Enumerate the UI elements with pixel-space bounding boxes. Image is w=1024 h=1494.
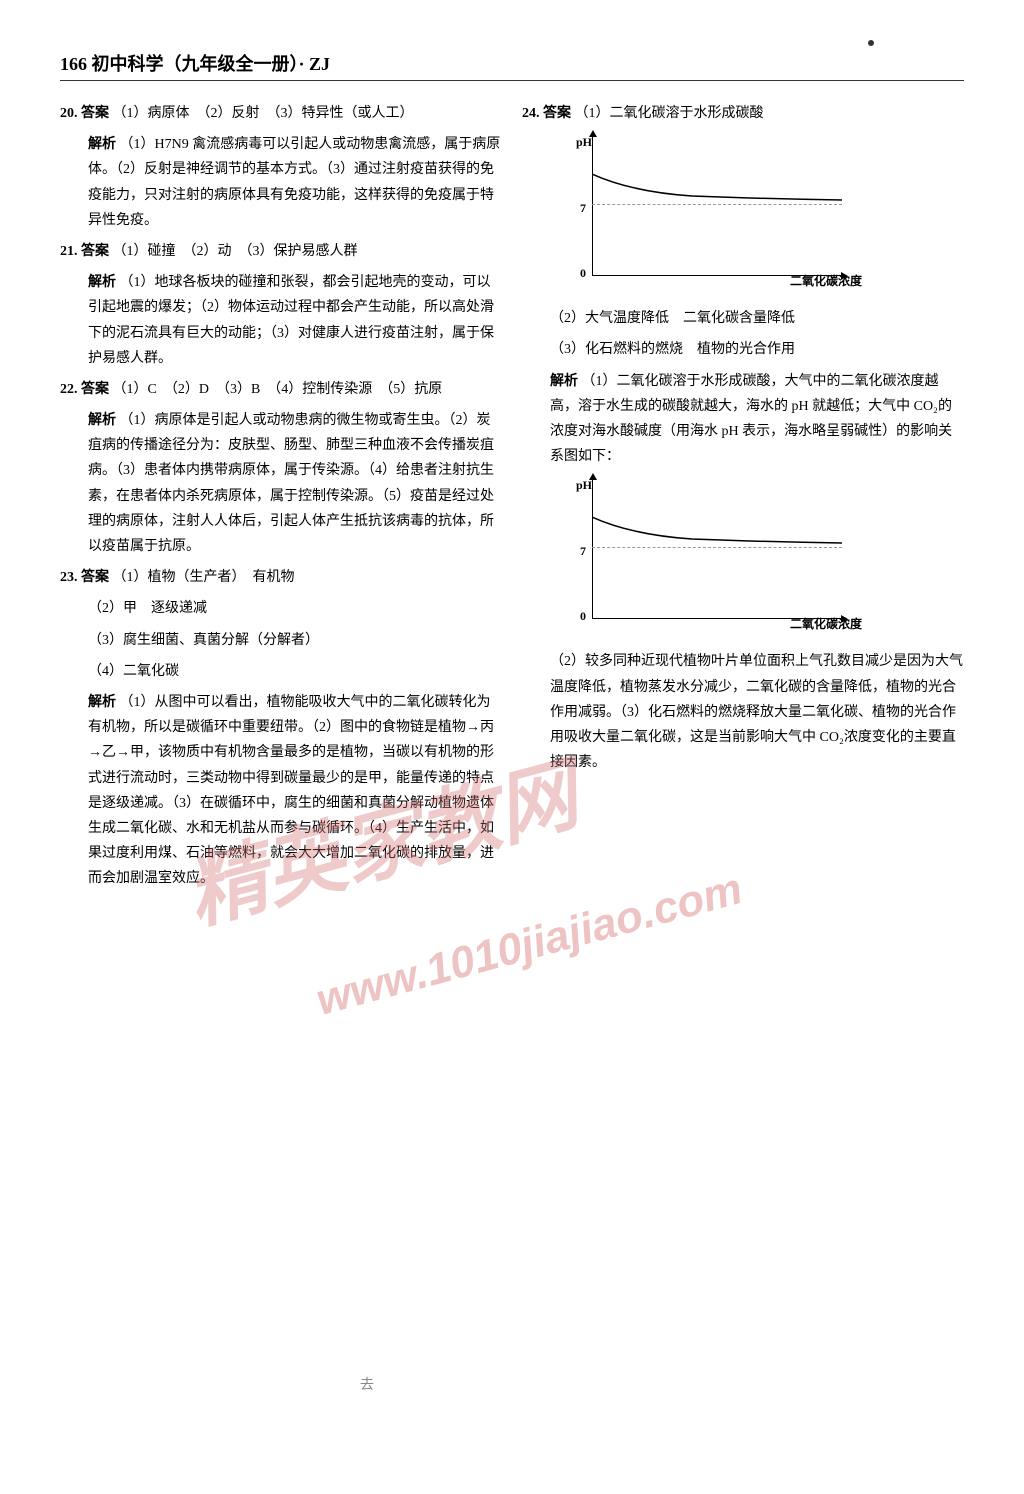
right-column: 24. 答案 （1）二氧化碳溶于水形成碳酸 pH 7 0 二氧化碳浓度 （2）大… bbox=[522, 101, 964, 897]
chart2-path bbox=[592, 517, 842, 543]
q22: 22. 答案 （1）C （2）D （3）B （4）控制传染源 （5）抗原 bbox=[60, 377, 502, 402]
content-area: 20. 答案 （1）病原体 （2）反射 （3）特异性（或人工） 解析 （1）H7… bbox=[60, 101, 964, 897]
q21: 21. 答案 （1）碰撞 （2）动 （3）保护易感人群 bbox=[60, 239, 502, 264]
q24-explain: 解析 （1）二氧化碳溶于水形成碳酸，大气中的二氧化碳浓度越高，溶于水生成的碳酸就… bbox=[522, 369, 964, 470]
q24: 24. 答案 （1）二氧化碳溶于水形成碳酸 bbox=[522, 101, 964, 126]
explain-label: 解析 bbox=[88, 275, 116, 290]
chart2-origin: 0 bbox=[580, 606, 586, 628]
q23-num: 23. bbox=[60, 570, 78, 585]
q22-explain-text: （1）病原体是引起人或动物患病的微生物或寄生虫。（2）炭疽病的传播途径分为：皮肤… bbox=[88, 413, 494, 554]
left-column: 20. 答案 （1）病原体 （2）反射 （3）特异性（或人工） 解析 （1）H7… bbox=[60, 101, 502, 897]
q22-explain: 解析 （1）病原体是引起人或动物患病的微生物或寄生虫。（2）炭疽病的传播途径分为… bbox=[60, 408, 502, 559]
chart2-tick7: 7 bbox=[580, 541, 586, 563]
explain-label: 解析 bbox=[550, 374, 578, 389]
answer-label: 答案 bbox=[81, 106, 109, 121]
answer-label: 答案 bbox=[543, 106, 571, 121]
page-title: 初中科学（九年级全一册）· ZJ bbox=[92, 54, 331, 74]
q24-bottom: （2）较多同种近现代植物叶片单位面积上气孔数目减少是因为大气温度降低，植物蒸发水… bbox=[522, 649, 964, 775]
q23-explain-text: （1）从图中可以看出，植物能吸收大气中的二氧化碳转化为有机物，所以是碳循环中重要… bbox=[88, 695, 494, 886]
explain-label: 解析 bbox=[88, 695, 116, 710]
explain-label: 解析 bbox=[88, 137, 116, 152]
q23-answer: （1）植物（生产者） 有机物 bbox=[113, 570, 295, 585]
ph-chart-1: pH 7 0 二氧化碳浓度 bbox=[562, 136, 842, 296]
q24-num: 24. bbox=[522, 106, 540, 121]
q20-explain: 解析 （1）H7N9 禽流感病毒可以引起人或动物患禽流感，属于病原体。（2）反射… bbox=[60, 132, 502, 233]
q21-num: 21. bbox=[60, 244, 78, 259]
chart2-curve bbox=[592, 479, 842, 619]
page-header: 166 初中科学（九年级全一册）· ZJ bbox=[60, 50, 964, 81]
answer-label: 答案 bbox=[81, 570, 109, 585]
chart1-path bbox=[592, 174, 842, 200]
q21-explain: 解析 （1）地球各板块的碰撞和张裂，都会引起地壳的变动，可以引起地震的爆发；（2… bbox=[60, 270, 502, 371]
q24-explain-text: （1）二氧化碳溶于水形成碳酸，大气中的二氧化碳浓度越高，溶于水生成的碳酸就越大，… bbox=[550, 374, 952, 465]
chart1-curve bbox=[592, 136, 842, 276]
q20-num: 20. bbox=[60, 106, 78, 121]
q24-answer: （1）二氧化碳溶于水形成碳酸 bbox=[575, 106, 764, 121]
chart2-container: pH 7 0 二氧化碳浓度 bbox=[562, 479, 964, 639]
answer-label: 答案 bbox=[81, 244, 109, 259]
chart1-container: pH 7 0 二氧化碳浓度 bbox=[562, 136, 964, 296]
page-dot bbox=[868, 40, 874, 46]
q20: 20. 答案 （1）病原体 （2）反射 （3）特异性（或人工） bbox=[60, 101, 502, 126]
q23-sub3: （3）腐生细菌、真菌分解（分解者） bbox=[60, 628, 502, 653]
explain-label: 解析 bbox=[88, 413, 116, 428]
q21-explain-text: （1）地球各板块的碰撞和张裂，都会引起地壳的变动，可以引起地震的爆发；（2）物体… bbox=[88, 275, 494, 366]
q22-num: 22. bbox=[60, 382, 78, 397]
q23-explain: 解析 （1）从图中可以看出，植物能吸收大气中的二氧化碳转化为有机物，所以是碳循环… bbox=[60, 690, 502, 892]
q24-part2: （2）大气温度降低 二氧化碳含量降低 bbox=[522, 306, 964, 331]
q23: 23. 答案 （1）植物（生产者） 有机物 bbox=[60, 565, 502, 590]
page-number: 166 bbox=[60, 54, 87, 74]
answer-label: 答案 bbox=[81, 382, 109, 397]
q23-sub4: （4）二氧化碳 bbox=[60, 659, 502, 684]
q23-sub2: （2）甲 逐级递减 bbox=[60, 596, 502, 621]
chart1-tick7: 7 bbox=[580, 198, 586, 220]
q24-part3: （3）化石燃料的燃烧 植物的光合作用 bbox=[522, 337, 964, 362]
bottom-mark: 去 bbox=[360, 1374, 374, 1394]
q20-answer: （1）病原体 （2）反射 （3）特异性（或人工） bbox=[113, 106, 414, 121]
q22-answer: （1）C （2）D （3）B （4）控制传染源 （5）抗原 bbox=[113, 382, 443, 397]
chart1-origin: 0 bbox=[580, 263, 586, 285]
ph-chart-2: pH 7 0 二氧化碳浓度 bbox=[562, 479, 842, 639]
q20-explain-text: （1）H7N9 禽流感病毒可以引起人或动物患禽流感，属于病原体。（2）反射是神经… bbox=[88, 137, 500, 228]
q21-answer: （1）碰撞 （2）动 （3）保护易感人群 bbox=[113, 244, 358, 259]
